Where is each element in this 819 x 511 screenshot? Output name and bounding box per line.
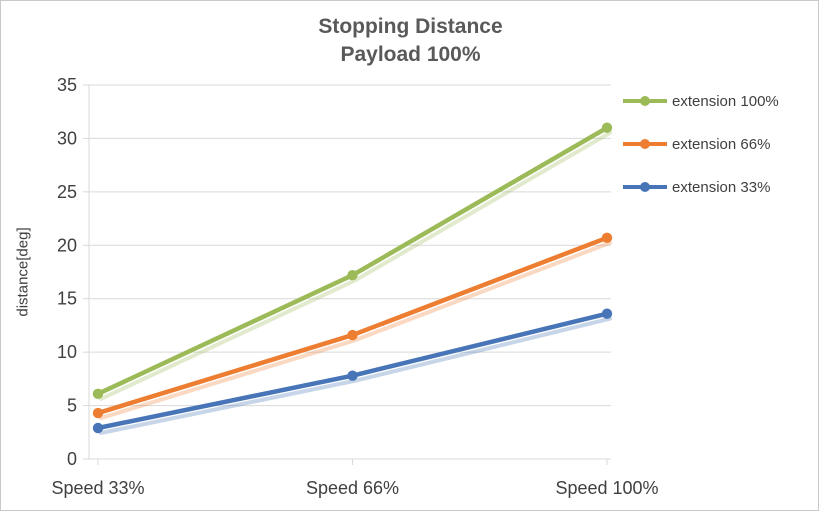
legend-item-label: extension 33% bbox=[672, 179, 770, 196]
legend-item-label: extension 100% bbox=[672, 93, 779, 110]
series-line-1 bbox=[95, 235, 610, 416]
y-axis-title: distance[deg] bbox=[14, 227, 32, 317]
series-shadow-2 bbox=[99, 316, 612, 436]
data-point bbox=[92, 388, 104, 400]
data-point bbox=[601, 308, 613, 319]
x-tick-label: Speed 33% bbox=[51, 478, 144, 498]
chart-subtitle: Payload 100% bbox=[340, 43, 481, 66]
legend-item-label: extension 66% bbox=[672, 136, 770, 153]
series-shadow-0 bbox=[99, 130, 612, 401]
y-tick-label: 30 bbox=[57, 128, 77, 148]
y-tick-label: 0 bbox=[67, 449, 77, 469]
data-point bbox=[347, 329, 358, 341]
y-tick-label: 15 bbox=[57, 289, 77, 309]
data-point bbox=[601, 122, 613, 133]
x-tick-label: Speed 66% bbox=[306, 478, 399, 498]
data-point bbox=[92, 407, 104, 419]
chart-title: Stopping Distance bbox=[318, 15, 503, 38]
y-tick-label: 20 bbox=[57, 235, 77, 255]
x-tick-label: Speed 100% bbox=[555, 478, 658, 498]
legend-swatch-marker bbox=[640, 182, 650, 192]
y-tick-label: 35 bbox=[57, 75, 77, 95]
data-point bbox=[92, 422, 104, 434]
y-tick-label: 10 bbox=[57, 342, 77, 362]
series-line-0 bbox=[95, 125, 610, 397]
chart-title-block: Stopping Distance Payload 100% bbox=[1, 13, 818, 69]
data-point bbox=[601, 232, 613, 244]
data-point bbox=[347, 270, 358, 281]
data-point bbox=[347, 370, 358, 381]
legend-swatch-marker bbox=[640, 139, 650, 149]
legend-swatch-marker bbox=[640, 96, 650, 106]
y-tick-label: 25 bbox=[57, 182, 77, 202]
y-tick-label: 5 bbox=[67, 396, 77, 416]
series-shadow-1 bbox=[99, 240, 612, 421]
